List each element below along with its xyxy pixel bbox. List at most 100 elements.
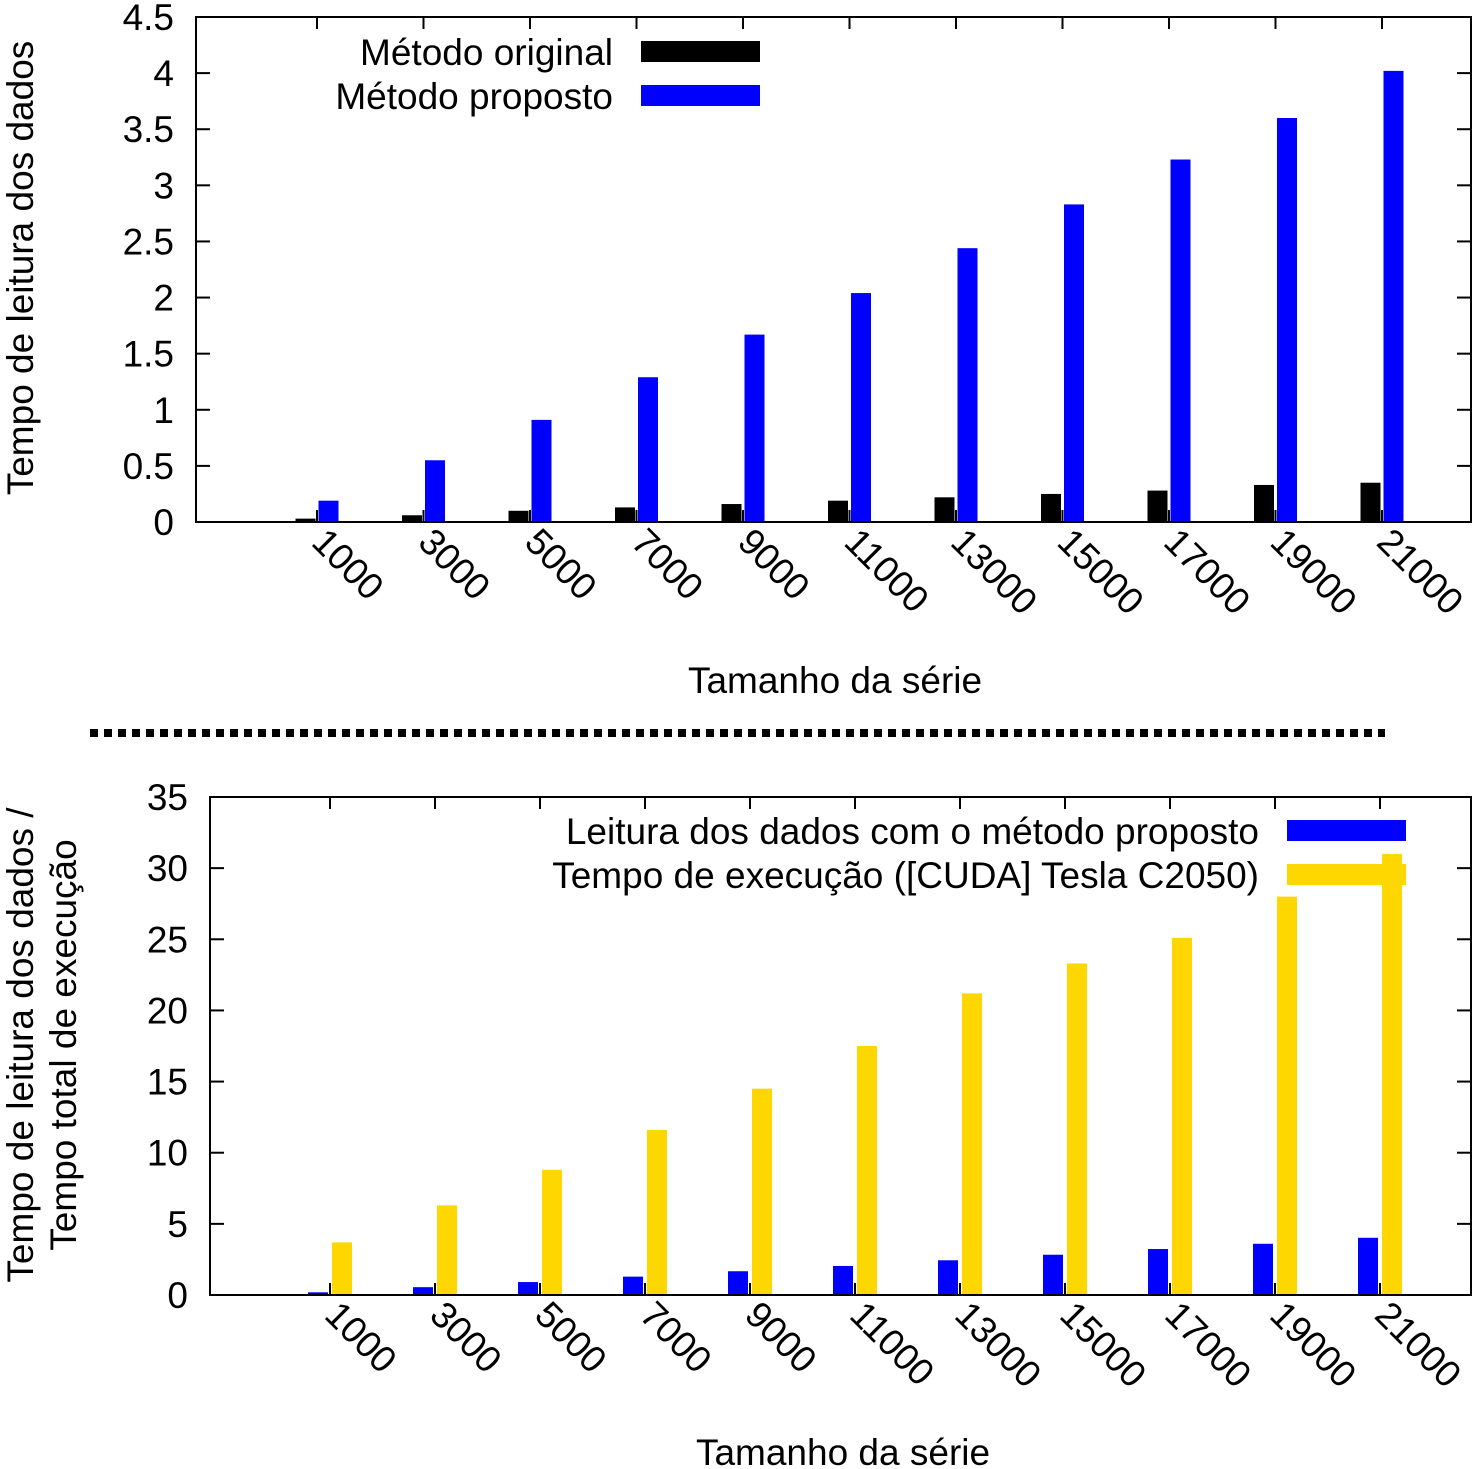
bar-execucao-1000 bbox=[332, 1242, 352, 1295]
y-tick-label: 5 bbox=[167, 1204, 188, 1245]
y-tick-label: 0 bbox=[167, 1275, 188, 1316]
legend-label-proposto: Método proposto bbox=[335, 76, 613, 117]
bar-proposto-13000 bbox=[957, 248, 978, 522]
y-tick-label: 3.5 bbox=[123, 109, 174, 150]
bar-proposto-15000 bbox=[1064, 204, 1084, 522]
bar-proposto-11000 bbox=[851, 293, 871, 522]
x-tick-label: 19000 bbox=[1263, 521, 1365, 623]
bar-leitura-9000 bbox=[728, 1271, 748, 1295]
x-tick-label: 13000 bbox=[947, 1294, 1049, 1396]
y-tick-label: 1 bbox=[153, 390, 174, 431]
chart-read-time: 0 0.5 1 1.5 2 2.5 3 3.5 4 4.5 1000 3000 5000 7000 900… bbox=[0, 0, 1472, 701]
bar-execucao-11000 bbox=[857, 1046, 877, 1295]
legend-label-execucao: Tempo de execução ([CUDA] Tesla C2050) bbox=[552, 855, 1259, 896]
x-tick-label: 17000 bbox=[1157, 1294, 1259, 1396]
y-tick-label: 30 bbox=[147, 848, 188, 889]
bar-original-1000 bbox=[295, 518, 316, 522]
bar-original-9000 bbox=[721, 504, 742, 522]
bar-proposto-21000 bbox=[1383, 70, 1404, 522]
y-tick-label: 35 bbox=[147, 777, 188, 818]
x-tick-label: 9000 bbox=[737, 1294, 824, 1381]
x-tick-label: 9000 bbox=[730, 521, 817, 608]
x-tick-labels: 1000 3000 5000 7000 9000 11000 13000 15000 17000… bbox=[304, 521, 1471, 623]
x-tick-label: 7000 bbox=[632, 1294, 719, 1381]
y-tick-label: 2 bbox=[153, 278, 174, 319]
bar-leitura-5000 bbox=[518, 1282, 538, 1295]
y-tick-label: 4.5 bbox=[123, 0, 174, 38]
legend-swatch-leitura bbox=[1287, 820, 1406, 841]
bar-proposto-1000 bbox=[318, 500, 339, 522]
y-tick-label: 20 bbox=[147, 990, 188, 1031]
bar-leitura-21000 bbox=[1358, 1237, 1378, 1295]
plot-frame bbox=[209, 796, 1472, 1296]
legend: Leitura dos dados com o método proposto … bbox=[552, 811, 1406, 896]
bar-proposto-17000 bbox=[1170, 159, 1191, 522]
bar-original-11000 bbox=[828, 500, 848, 522]
y-tick-label: 25 bbox=[147, 919, 188, 960]
bar-execucao-17000 bbox=[1172, 937, 1192, 1295]
y-tick-label: 4 bbox=[153, 53, 174, 94]
x-axis-label: Tamanho da série bbox=[688, 660, 982, 701]
bar-proposto-19000 bbox=[1277, 118, 1297, 522]
x-tick-label: 11000 bbox=[842, 1294, 942, 1394]
y-tick-label: 1.5 bbox=[123, 334, 174, 375]
y-tick-label: 0.5 bbox=[123, 446, 174, 487]
bar-original-19000 bbox=[1254, 484, 1274, 522]
x-tick-label: 3000 bbox=[422, 1294, 509, 1381]
x-tick-label: 19000 bbox=[1262, 1294, 1364, 1396]
y-axis-label-line1: Tempo de leitura dos dados / bbox=[0, 807, 41, 1283]
bar-leitura-1000 bbox=[308, 1292, 328, 1295]
bar-execucao-13000 bbox=[962, 993, 982, 1295]
y-tick-labels: 0 5 10 15 20 25 30 35 bbox=[147, 777, 188, 1316]
bar-original-13000 bbox=[934, 497, 955, 522]
bar-original-17000 bbox=[1147, 490, 1168, 522]
bar-proposto-7000 bbox=[638, 377, 658, 522]
bar-execucao-21000 bbox=[1382, 853, 1402, 1295]
bar-original-7000 bbox=[615, 507, 635, 522]
legend-swatch-execucao bbox=[1287, 864, 1406, 885]
x-axis-label: Tamanho da série bbox=[696, 1432, 990, 1469]
bar-execucao-15000 bbox=[1067, 963, 1087, 1295]
x-tick-label: 7000 bbox=[624, 521, 711, 608]
bar-leitura-17000 bbox=[1148, 1249, 1168, 1295]
bar-leitura-11000 bbox=[833, 1265, 853, 1295]
bar-proposto-9000 bbox=[744, 334, 765, 522]
bar-execucao-5000 bbox=[542, 1169, 562, 1295]
x-tick-label: 1000 bbox=[304, 521, 391, 608]
bar-original-21000 bbox=[1360, 482, 1381, 522]
y-tick-label: 2.5 bbox=[123, 221, 174, 262]
bar-leitura-13000 bbox=[938, 1260, 958, 1295]
bar-original-5000 bbox=[508, 510, 529, 522]
x-tick-label: 21000 bbox=[1369, 521, 1471, 623]
y-axis-label-line2: Tempo total de execução bbox=[43, 839, 84, 1250]
x-tick-label: 17000 bbox=[1156, 521, 1258, 623]
bars bbox=[295, 70, 1404, 522]
bar-original-15000 bbox=[1041, 493, 1061, 522]
x-tick-labels: 1000 3000 5000 7000 9000 11000 13000 15000 17000… bbox=[317, 1294, 1469, 1396]
bar-leitura-3000 bbox=[413, 1287, 433, 1295]
x-tick-label: 3000 bbox=[411, 521, 498, 608]
y-tick-label: 15 bbox=[147, 1062, 188, 1103]
bar-leitura-15000 bbox=[1043, 1254, 1063, 1295]
x-tick-label: 13000 bbox=[943, 521, 1045, 623]
y-gridlines bbox=[196, 16, 1471, 523]
x-tick-label: 5000 bbox=[527, 1294, 614, 1381]
bar-leitura-7000 bbox=[623, 1276, 643, 1295]
x-tick-label: 5000 bbox=[517, 521, 604, 608]
bar-execucao-9000 bbox=[752, 1088, 772, 1295]
legend-label-leitura: Leitura dos dados com o método proposto bbox=[566, 811, 1259, 852]
x-tick-label: 15000 bbox=[1052, 1294, 1154, 1396]
bars bbox=[308, 853, 1402, 1295]
y-tick-label: 0 bbox=[153, 502, 174, 543]
legend-swatch-original bbox=[641, 41, 760, 62]
bar-execucao-7000 bbox=[647, 1129, 667, 1295]
bar-execucao-3000 bbox=[437, 1205, 457, 1295]
x-tick-label: 21000 bbox=[1367, 1294, 1469, 1396]
y-axis-label: Tempo de leitura dos dados bbox=[0, 41, 41, 496]
legend: Método original Método proposto bbox=[335, 32, 760, 117]
bar-original-3000 bbox=[402, 515, 422, 522]
x-tick-label: 15000 bbox=[1050, 521, 1152, 623]
y-tick-label: 10 bbox=[147, 1133, 188, 1174]
bar-leitura-19000 bbox=[1253, 1243, 1273, 1295]
